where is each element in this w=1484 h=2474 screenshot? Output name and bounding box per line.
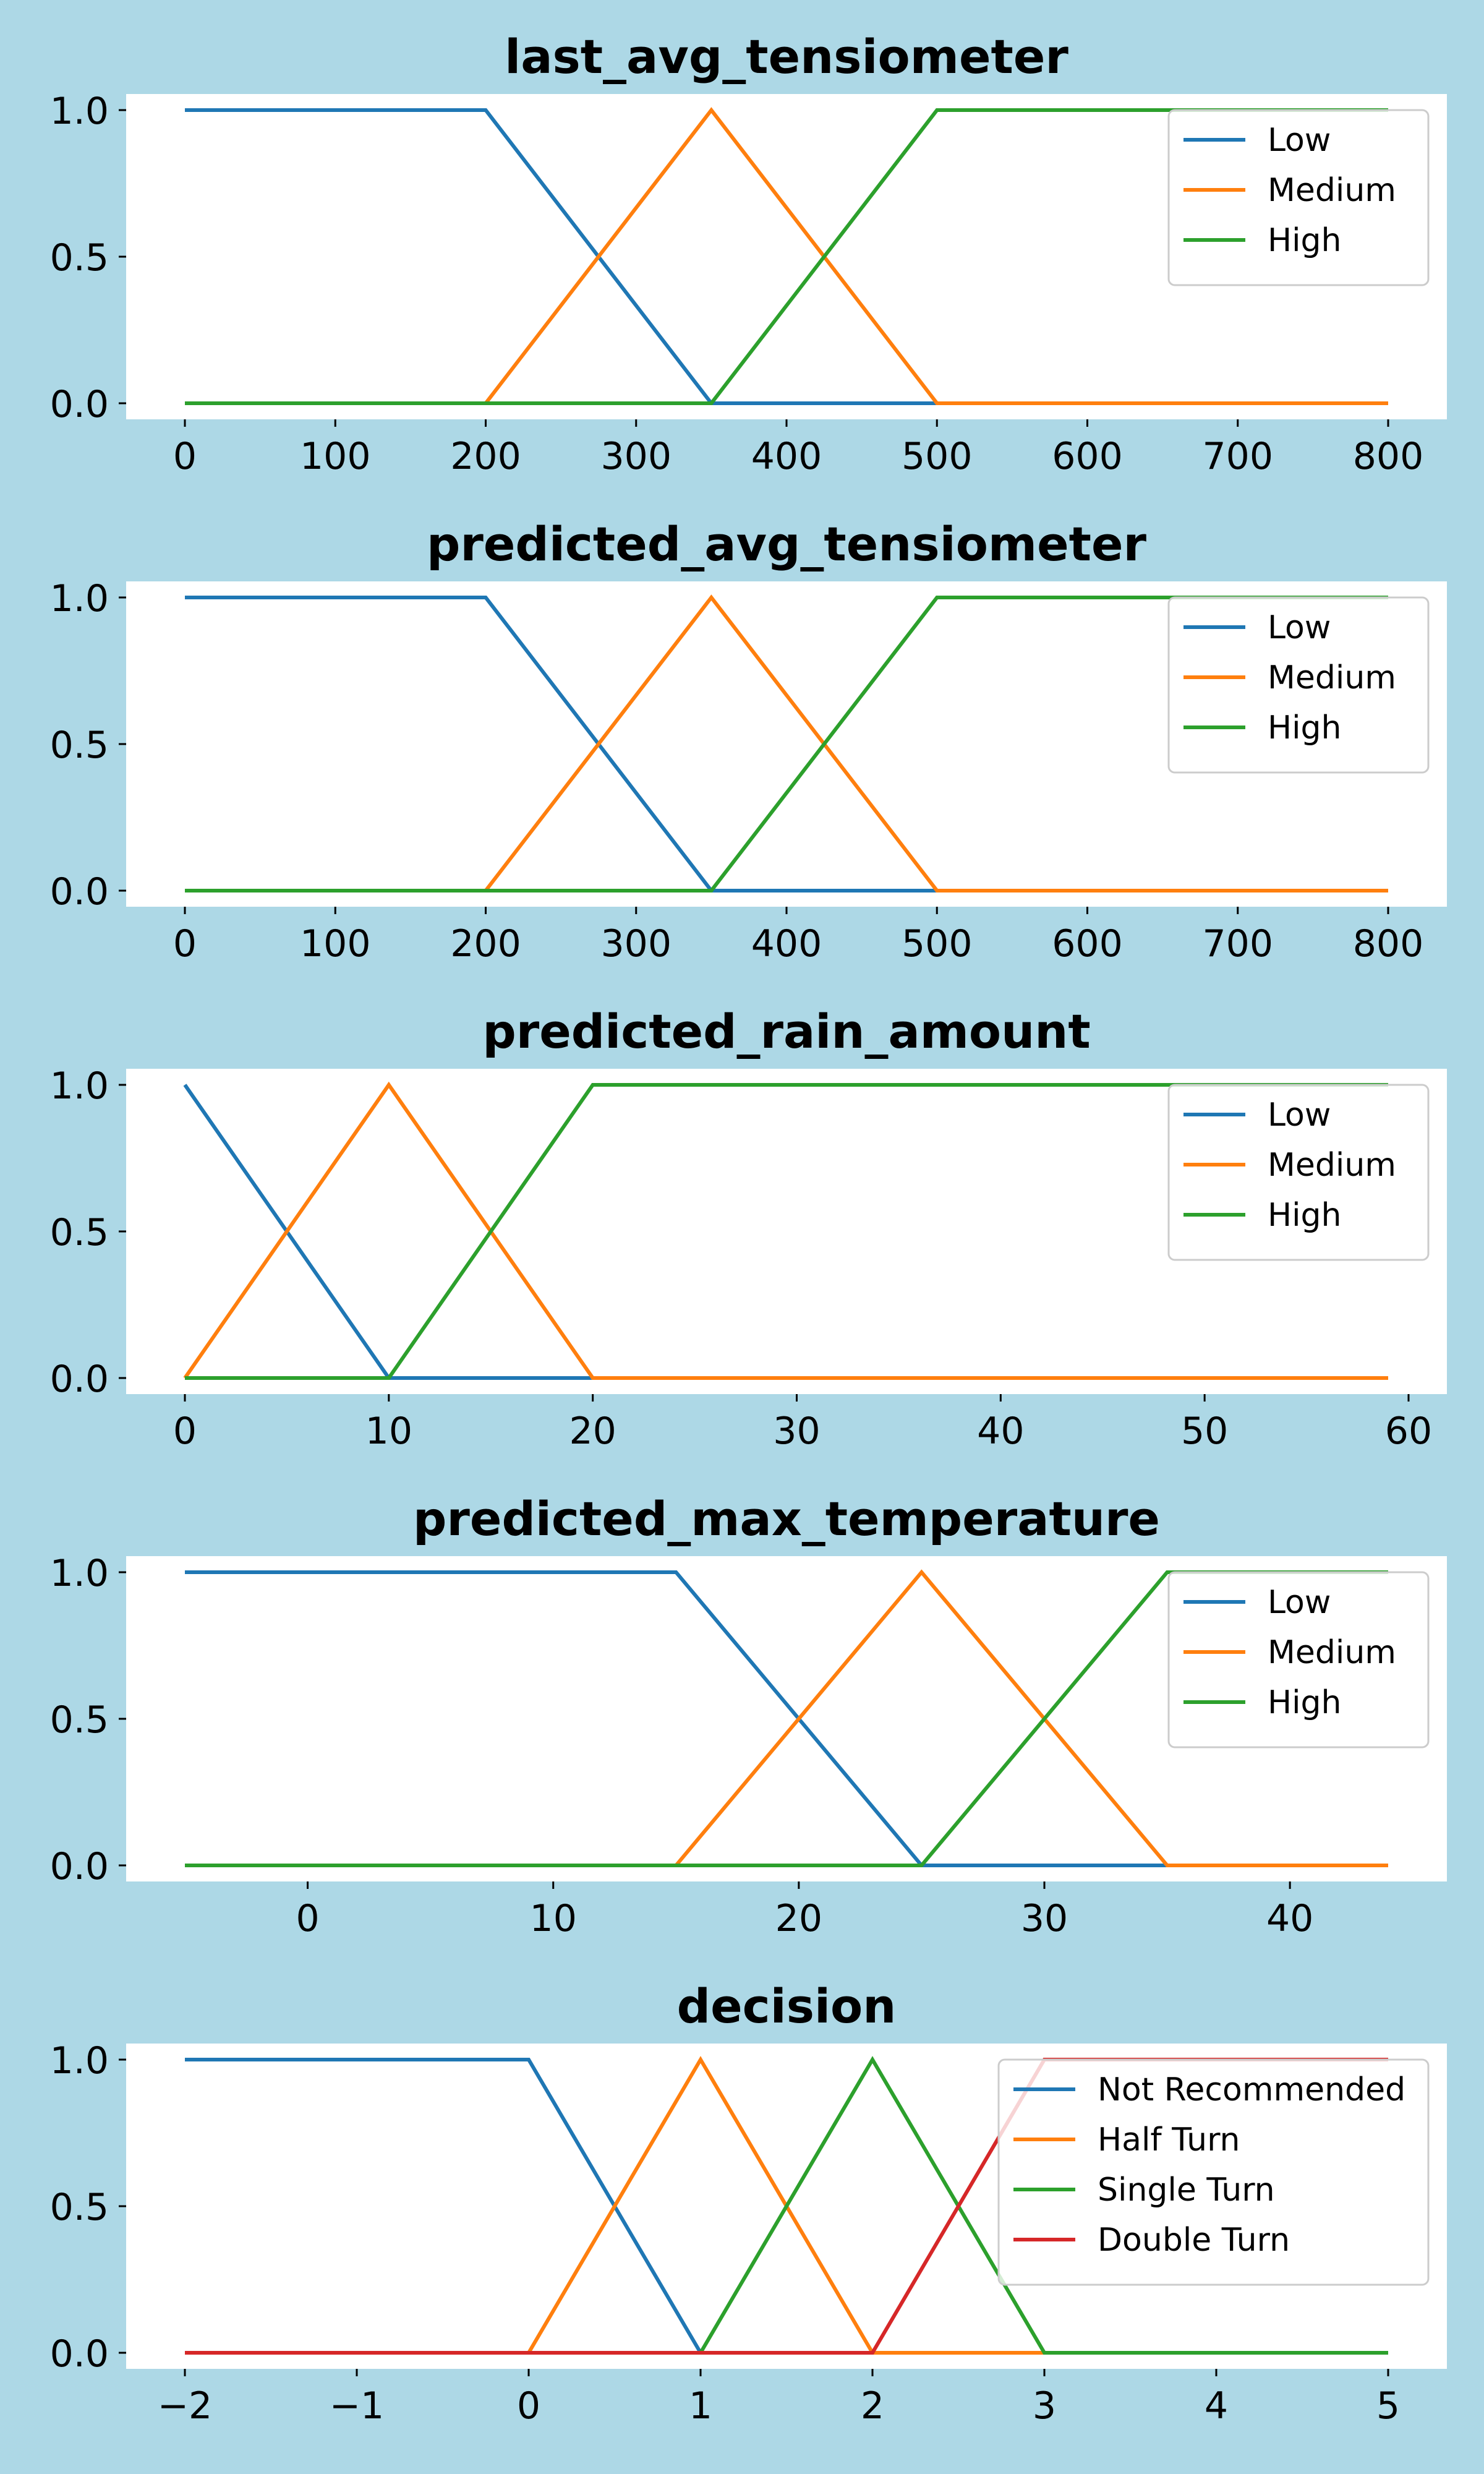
x-tick-label: 500 — [902, 922, 973, 965]
chart-panel-3: predicted_rain_amount 0.0 0.5 1.0 0 10 20 30 40 5… — [50, 1004, 1447, 1453]
x-tick-label: 700 — [1202, 435, 1273, 478]
x-tick-label: 0 — [173, 435, 197, 478]
legend-label: Medium — [1268, 659, 1396, 696]
y-tick-label: 0.0 — [50, 870, 109, 914]
series-line-high — [185, 108, 1388, 405]
x-tick-label: 4 — [1205, 2384, 1228, 2428]
x-tick-label: 0 — [296, 1897, 319, 1940]
x-tick-label: 100 — [300, 435, 371, 478]
x-tick-label: 40 — [977, 1410, 1024, 1453]
chart-panel-1: last_avg_tensiometer 0.0 0.5 1.0 0 100 200 300 4… — [50, 29, 1447, 478]
legend-label: Not Recommended — [1098, 2071, 1405, 2108]
legend: Low Medium High — [1167, 596, 1430, 774]
y-tick-label: 0.5 — [50, 2186, 109, 2229]
x-tick-label: 2 — [861, 2384, 884, 2428]
x-tick-label: 3 — [1033, 2384, 1056, 2428]
legend-label: Low — [1268, 122, 1331, 159]
x-tick-label: 0 — [173, 922, 197, 965]
y-tick-label: 0.0 — [50, 1845, 109, 1888]
chart-title: last_avg_tensiometer — [505, 29, 1068, 84]
chart-title: predicted_rain_amount — [482, 1004, 1090, 1059]
x-tick-label: 10 — [530, 1897, 577, 1940]
x-tick-label: 0 — [517, 2384, 540, 2428]
y-tick-label: 1.0 — [50, 90, 109, 133]
y-tick-label: 0.0 — [50, 2332, 109, 2376]
chart-title: predicted_avg_tensiometer — [427, 516, 1147, 571]
x-tick-label: 800 — [1353, 922, 1424, 965]
x-tick-label: −1 — [330, 2384, 384, 2428]
legend-label: Medium — [1268, 1147, 1396, 1184]
y-tick-label: 0.5 — [50, 236, 109, 280]
legend-label: Low — [1268, 609, 1331, 646]
legend-label: High — [1268, 222, 1342, 259]
legend-label: Low — [1268, 1097, 1331, 1134]
x-tick-label: 600 — [1052, 922, 1123, 965]
chart-panel-2: predicted_avg_tensiometer 0.0 0.5 1.0 0 100 20… — [50, 516, 1447, 965]
chart-panel-5: decision 0.0 0.5 1.0 −2 −1 0 1 2 3 4 5 Not Recommend… — [50, 1979, 1447, 2428]
legend-label: High — [1268, 1684, 1342, 1721]
y-tick-label: 1.0 — [50, 1552, 109, 1595]
legend-label: High — [1268, 709, 1342, 747]
x-tick-label: 30 — [1021, 1897, 1068, 1940]
x-tick-label: 5 — [1376, 2384, 1400, 2428]
legend: Low Medium High — [1167, 1571, 1430, 1748]
chart-panel-4: predicted_max_temperature 0.0 0.5 1.0 0 10 20 3… — [50, 1491, 1447, 1940]
legend-label: Double Turn — [1098, 2222, 1290, 2259]
x-tick-label: −2 — [158, 2384, 212, 2428]
x-tick-label: 1 — [689, 2384, 712, 2428]
x-tick-label: 20 — [775, 1897, 822, 1940]
x-tick-label: 700 — [1202, 922, 1273, 965]
x-tick-label: 300 — [600, 435, 672, 478]
chart-title: decision — [677, 1979, 897, 2034]
legend-label: Medium — [1268, 172, 1396, 209]
x-tick-label: 100 — [300, 922, 371, 965]
y-tick-label: 1.0 — [50, 577, 109, 620]
x-tick-label: 800 — [1353, 435, 1424, 478]
x-tick-label: 50 — [1181, 1410, 1228, 1453]
x-tick-label: 500 — [902, 435, 973, 478]
x-tick-label: 0 — [173, 1410, 197, 1453]
x-tick-label: 600 — [1052, 435, 1123, 478]
x-tick-label: 30 — [773, 1410, 820, 1453]
x-tick-label: 40 — [1266, 1897, 1313, 1940]
legend-label: Single Turn — [1098, 2172, 1275, 2209]
y-tick-label: 1.0 — [50, 2039, 109, 2082]
y-tick-label: 0.5 — [50, 1211, 109, 1254]
x-tick-label: 400 — [751, 435, 822, 478]
legend-label: Half Turn — [1098, 2121, 1240, 2159]
legend: Low Medium High — [1167, 109, 1430, 286]
series-line-high — [185, 1083, 1388, 1380]
x-tick-label: 300 — [600, 922, 672, 965]
y-tick-label: 0.5 — [50, 1698, 109, 1742]
x-tick-label: 200 — [450, 435, 521, 478]
chart-title: predicted_max_temperature — [413, 1491, 1160, 1546]
y-tick-label: 1.0 — [50, 1064, 109, 1108]
y-tick-label: 0.0 — [50, 383, 109, 426]
y-tick-label: 0.5 — [50, 724, 109, 767]
legend-label: Medium — [1268, 1634, 1396, 1671]
legend-frame — [997, 2058, 1430, 2286]
x-tick-label: 400 — [751, 922, 822, 965]
x-tick-label: 60 — [1385, 1410, 1432, 1453]
x-tick-label: 20 — [569, 1410, 616, 1453]
legend-label: High — [1268, 1197, 1342, 1234]
legend: Low Medium High — [1167, 1084, 1430, 1261]
x-tick-label: 200 — [450, 922, 521, 965]
series-line-high — [185, 596, 1388, 892]
x-tick-label: 10 — [365, 1410, 412, 1453]
legend: Not Recommended Half Turn Single Turn Doubl… — [997, 2058, 1430, 2286]
legend-label: Low — [1268, 1584, 1331, 1621]
y-tick-label: 0.0 — [50, 1358, 109, 1401]
